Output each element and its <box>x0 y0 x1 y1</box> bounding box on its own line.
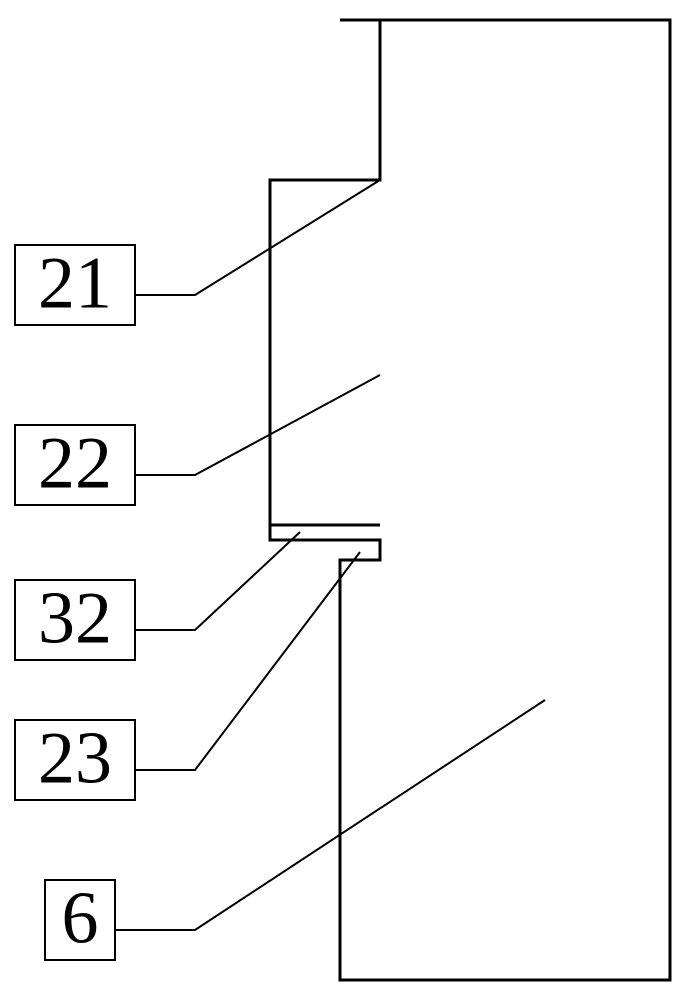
label-text-21: 21 <box>38 242 112 324</box>
label-text-22: 22 <box>38 422 112 504</box>
label-text-23: 23 <box>38 717 112 799</box>
label-text-32: 32 <box>38 577 112 659</box>
label-text-6: 6 <box>62 877 99 959</box>
